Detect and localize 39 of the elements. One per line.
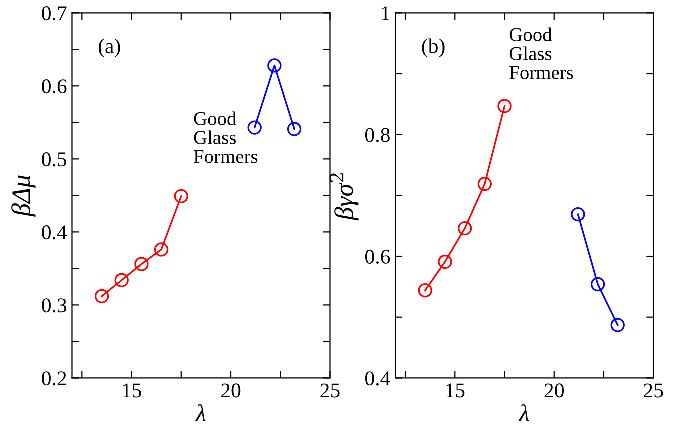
point [248,120,262,135]
point [114,273,129,288]
annotation: (b) [422,38,445,58]
x-axis-title: λ [196,404,206,422]
y-tick-label: 0.3 [42,298,67,313]
x-tick-label: 20 [544,384,564,398]
x-tick-label: 25 [320,384,340,398]
point [458,221,472,236]
y-tick-label: 0.2 [42,372,66,386]
y-tick-label: 0.4 [42,226,68,240]
annotation: Good Glass Formers [194,112,258,164]
x-tick-label: 20 [222,384,241,398]
point [498,99,512,114]
y-tick-label: 0.8 [365,128,390,142]
point [610,318,625,332]
point [438,254,452,270]
point [174,189,188,204]
point [94,289,110,304]
point [287,122,302,136]
x-tick-label: 25 [644,384,664,398]
y-tick-label: 0.7 [42,6,67,21]
point [154,242,169,257]
annotation: Good Glass Formers [510,28,574,80]
y-tick-label: 0.6 [42,80,67,94]
y-tick-label: 0.4 [365,372,390,386]
annotation: (a) [98,38,120,58]
point [478,177,492,192]
y-axis-title: βΔμ [12,176,36,218]
point [571,207,586,222]
x-tick-label: 15 [446,384,465,398]
point [418,284,432,298]
x-axis-title: λ [518,404,530,422]
point [134,257,149,272]
point [268,58,282,73]
point [590,277,606,292]
y-tick-label: 0.5 [42,152,67,167]
y-tick-label: 1 [382,6,390,20]
y-tick-label: 0.6 [365,250,390,264]
x-tick-label: 15 [123,384,142,398]
